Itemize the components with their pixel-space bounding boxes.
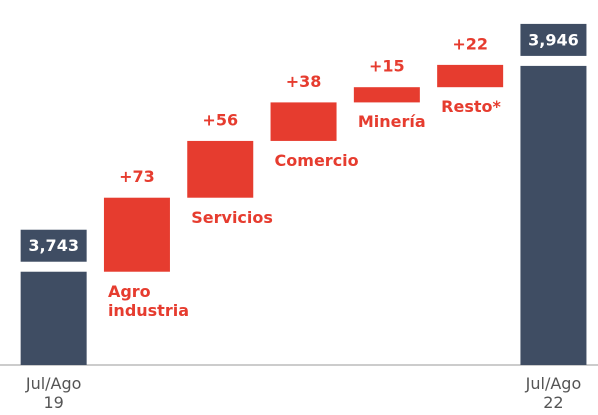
value-label: 3,743 bbox=[28, 236, 79, 255]
category-label: Jul/Ago 22 bbox=[525, 374, 582, 412]
category-label: Agro industria bbox=[107, 281, 189, 320]
bar bbox=[187, 140, 254, 198]
value-label: +73 bbox=[119, 167, 155, 186]
bar bbox=[520, 65, 587, 366]
value-label: +38 bbox=[286, 72, 322, 91]
bar bbox=[270, 102, 337, 141]
category-label: Jul/Ago 19 bbox=[25, 374, 82, 412]
category-label: Comercio bbox=[274, 150, 359, 170]
bar bbox=[20, 271, 87, 365]
category-label: Minería bbox=[357, 112, 426, 132]
value-label: +15 bbox=[369, 57, 405, 76]
value-label: +56 bbox=[202, 110, 238, 129]
value-label-box bbox=[520, 23, 587, 56]
category-label: Servicios bbox=[191, 207, 273, 227]
value-label-box bbox=[20, 229, 87, 262]
category-label: Resto* bbox=[441, 97, 501, 117]
value-label: +22 bbox=[452, 34, 488, 53]
bar bbox=[353, 87, 420, 103]
bar bbox=[103, 197, 170, 272]
bar bbox=[437, 64, 504, 88]
value-label: 3,946 bbox=[528, 30, 579, 49]
